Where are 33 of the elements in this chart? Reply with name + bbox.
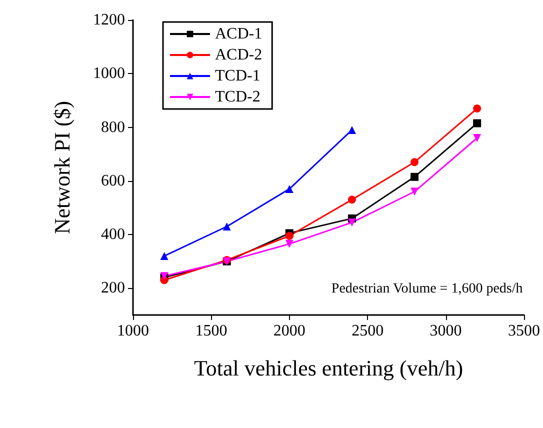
y-tick-label: 600 — [101, 172, 125, 190]
point — [410, 158, 419, 166]
x-tick-label: 3500 — [508, 322, 540, 340]
point — [410, 188, 419, 196]
point — [348, 218, 356, 226]
y-tick-label: 1000 — [93, 65, 125, 82]
point — [410, 172, 419, 181]
point — [285, 184, 294, 193]
y-tick-label: 200 — [101, 280, 125, 297]
x-axis-title: Total vehicles entering (veh/h) — [194, 356, 464, 380]
point — [285, 232, 294, 240]
x-tick-label: 1500 — [195, 322, 228, 340]
x-tick-label: 2500 — [352, 322, 384, 340]
y-tick-label: 400 — [101, 226, 125, 244]
x-tick-label: 2000 — [273, 322, 306, 340]
legend-label: TCD-2 — [215, 88, 260, 106]
legend-label: ACD-2 — [215, 46, 262, 64]
legend-label: ACD-1 — [215, 26, 262, 42]
annotation: Pedestrian Volume = 1,600 peds/h — [331, 282, 523, 296]
point — [222, 222, 231, 230]
point — [473, 104, 482, 112]
x-tick-label: 1000 — [117, 322, 149, 340]
y-tick-label: 1200 — [93, 12, 125, 28]
legend-label: TCD-1 — [215, 68, 260, 84]
point — [473, 119, 482, 128]
point — [160, 252, 168, 260]
point — [348, 196, 356, 204]
point — [285, 240, 294, 248]
y-axis-title: Network PI ($) — [50, 100, 74, 234]
x-tick-label: 3000 — [430, 322, 462, 340]
point — [348, 126, 356, 134]
y-tick-label: 800 — [101, 118, 125, 136]
point — [473, 134, 482, 142]
